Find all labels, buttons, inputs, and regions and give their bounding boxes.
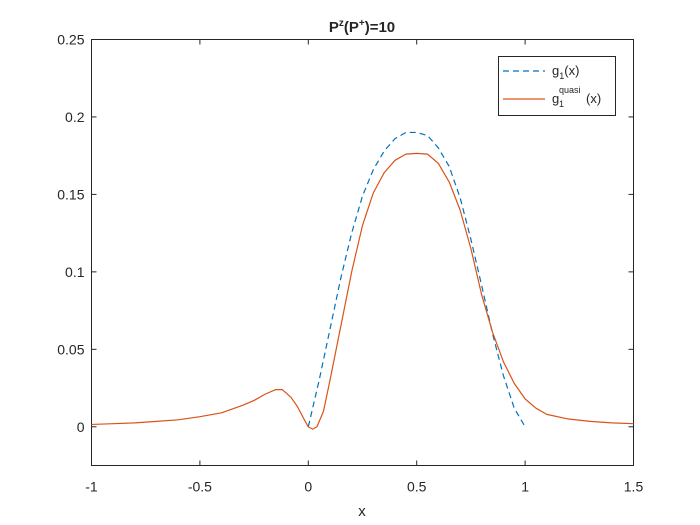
y-tick-label: 0 bbox=[77, 419, 85, 435]
y-tick-label: 0.25 bbox=[57, 32, 84, 48]
x-tick-label: 0.5 bbox=[407, 479, 427, 495]
x-tick-label: 0 bbox=[304, 479, 312, 495]
series-group bbox=[91, 131, 634, 430]
legend-box bbox=[498, 56, 616, 116]
chart-title: Pz(P+)=10 bbox=[329, 18, 395, 36]
series-line-g1-quasi bbox=[91, 152, 634, 430]
x-axis-label: x bbox=[358, 503, 366, 520]
axis-ticks bbox=[91, 39, 634, 466]
y-tick-label: 0.05 bbox=[57, 341, 84, 357]
y-tick-label: 0.1 bbox=[65, 264, 85, 280]
legend: g1(x) g1quasi(x) bbox=[498, 56, 616, 116]
y-tick-labels: 0 0.05 0.1 0.15 0.2 0.25 bbox=[57, 32, 84, 435]
legend-label-g1-quasi: g1quasi(x) bbox=[552, 85, 601, 109]
x-tick-label: 1 bbox=[521, 479, 529, 495]
x-tick-label: -0.5 bbox=[188, 479, 212, 495]
y-tick-label: 0.15 bbox=[57, 186, 84, 202]
legend-label-g1: g1(x) bbox=[552, 63, 579, 81]
plot-area bbox=[91, 39, 634, 466]
x-tick-label: 1.5 bbox=[624, 479, 644, 495]
y-tick-label: 0.2 bbox=[65, 109, 85, 125]
x-tick-label: -1 bbox=[85, 479, 98, 495]
x-tick-labels: -1 -0.5 0 0.5 1 1.5 bbox=[85, 479, 643, 495]
